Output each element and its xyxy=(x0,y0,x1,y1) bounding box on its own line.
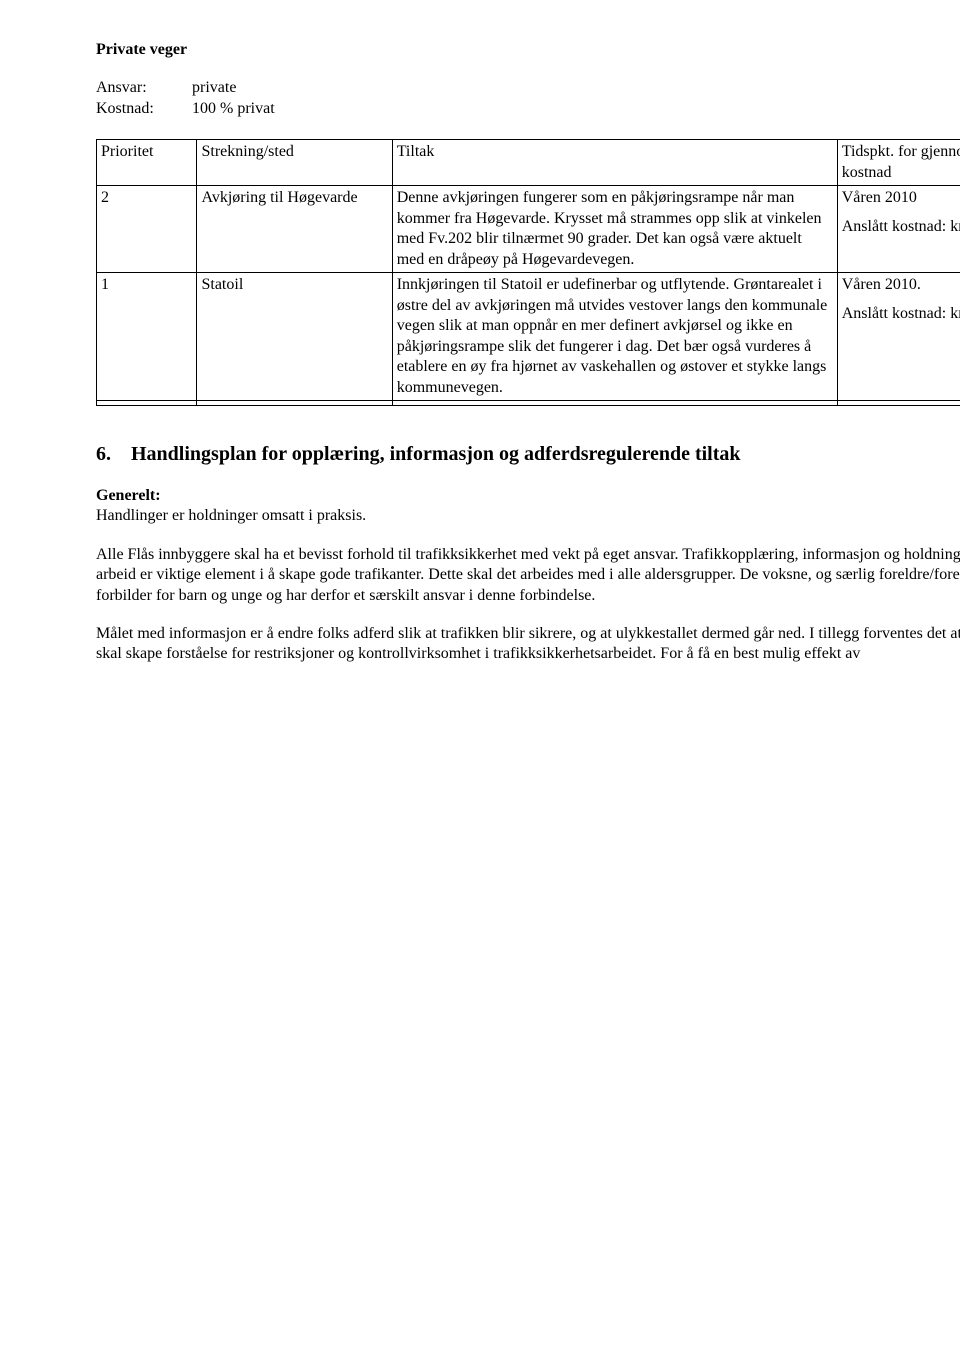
cell-strekning: Avkjøring til Høgevarde xyxy=(197,186,392,273)
section-heading-6: 6. Handlingsplan for opplæring, informas… xyxy=(96,442,960,468)
generelt-block: Generelt: Handlinger er holdninger omsat… xyxy=(96,486,960,527)
th-tiltak: Tiltak xyxy=(392,140,837,186)
section-title: Handlingsplan for opplæring, informasjon… xyxy=(131,443,741,465)
kv-value: 100 % privat xyxy=(192,99,275,119)
kv-value: private xyxy=(192,78,236,98)
cell-tiltak: Denne avkjøringen fungerer som en påkjør… xyxy=(392,186,837,273)
table-row: 1 Statoil Innkjøringen til Statoil er ud… xyxy=(97,273,960,401)
section-number: 6. xyxy=(96,443,111,465)
kv-row-ansvar: Ansvar: private xyxy=(96,78,960,98)
tid-line2: Anslått kostnad: kr 70.000,- xyxy=(842,217,960,237)
tid-line2: Anslått kostnad: kr 100.000,- xyxy=(842,304,960,324)
kv-label: Ansvar: xyxy=(96,78,192,98)
th-strekning: Strekning/sted xyxy=(197,140,392,186)
kv-block: Ansvar: private Kostnad: 100 % privat xyxy=(96,78,960,119)
cell-prioritet: 2 xyxy=(97,186,197,273)
cell-tiltak xyxy=(392,401,837,406)
tid-line1: Våren 2010 xyxy=(842,188,960,208)
th-prioritet: Prioritet xyxy=(97,140,197,186)
cell-tiltak: Innkjøringen til Statoil er udefinerbar … xyxy=(392,273,837,401)
th-tidspkt: Tidspkt. for gjennomføring/ kostnad xyxy=(837,140,960,186)
table-row-empty xyxy=(97,401,960,406)
cell-tidspkt xyxy=(837,401,960,406)
body-para-2: Målet med informasjon er å endre folks a… xyxy=(96,624,960,665)
cell-tidspkt: Våren 2010. Anslått kostnad: kr 100.000,… xyxy=(837,273,960,401)
body-para-1: Alle Flås innbyggere skal ha et bevisst … xyxy=(96,545,960,606)
generelt-text: Handlinger er holdninger omsatt i praksi… xyxy=(96,506,960,526)
section-title-private-veger: Private veger xyxy=(96,40,960,60)
cell-strekning: Statoil xyxy=(197,273,392,401)
priority-table: Prioritet Strekning/sted Tiltak Tidspkt.… xyxy=(96,139,960,406)
table-row: 2 Avkjøring til Høgevarde Denne avkjørin… xyxy=(97,186,960,273)
tid-line1: Våren 2010. xyxy=(842,275,960,295)
cell-prioritet: 1 xyxy=(97,273,197,401)
cell-tidspkt: Våren 2010 Anslått kostnad: kr 70.000,- xyxy=(837,186,960,273)
cell-prioritet xyxy=(97,401,197,406)
generelt-label: Generelt: xyxy=(96,486,960,506)
cell-strekning xyxy=(197,401,392,406)
table-header-row: Prioritet Strekning/sted Tiltak Tidspkt.… xyxy=(97,140,960,186)
page-number: 14 xyxy=(96,733,960,753)
kv-row-kostnad: Kostnad: 100 % privat xyxy=(96,99,960,119)
kv-label: Kostnad: xyxy=(96,99,192,119)
